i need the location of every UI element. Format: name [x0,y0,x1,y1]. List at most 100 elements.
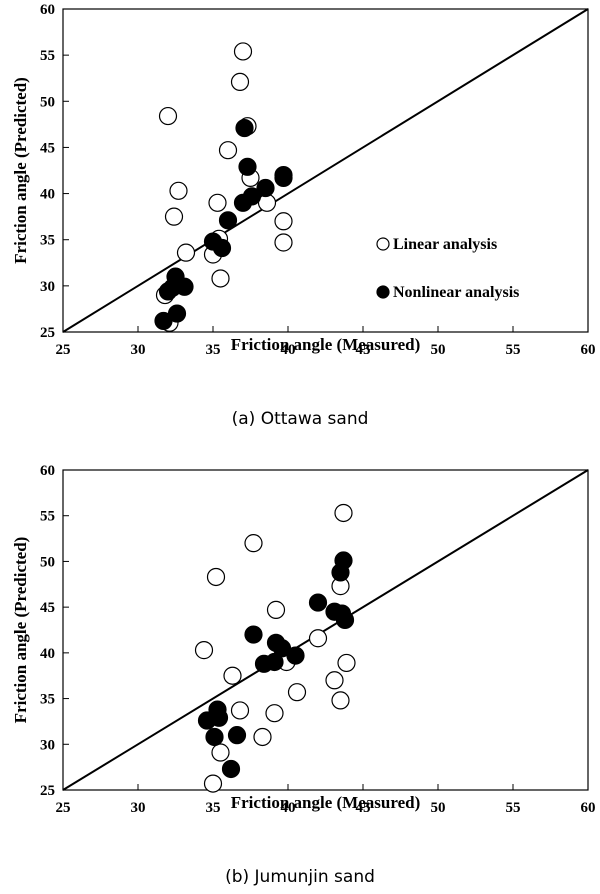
linear-point [206,567,226,587]
linear-point [194,641,214,660]
y-tick-label: 45 [40,600,55,616]
x-tick-label: 55 [506,800,521,816]
y-tick-label: 55 [40,48,55,64]
linear-point [218,141,238,160]
y-tick-label: 55 [40,509,55,525]
y-tick-label: 60 [40,463,55,479]
linear-point [230,701,250,720]
linear-point [253,727,272,747]
y-tick-label: 50 [40,94,55,110]
nonlinear-point [286,646,305,665]
y-tick-label: 40 [40,646,55,662]
y-ticks-ottawa: 25 30 35 40 45 50 55 60 [40,2,69,341]
nonlinear-point [218,211,238,230]
x-tick-label: 40 [281,800,296,816]
x-axis-label-jumunjin: Friction angle (Measured) [231,793,420,812]
y-ticks-jumunjin: 25 30 35 40 45 50 55 60 [40,463,69,799]
nonlinear-point [212,238,232,258]
one-to-one-line-jumunjin [62,469,589,791]
y-axis-label-jumunjin: Friction angle (Predicted) [11,537,30,724]
nonlinear-point [256,178,275,198]
nonlinear-point [244,625,263,644]
linear-point [176,243,196,262]
linear-point [211,743,230,762]
x-axis-label-ottawa: Friction angle (Measured) [231,335,420,354]
x-tick-label: 40 [281,342,296,358]
y-tick-label: 45 [40,140,55,156]
x-tick-label: 60 [581,800,596,816]
x-tick-label: 55 [506,342,521,358]
linear-point [274,212,293,231]
linear-point [244,534,263,553]
x-ticks-ottawa: 25 30 35 40 45 50 55 60 [56,326,596,358]
x-ticks-jumunjin: 25 30 35 40 45 50 55 60 [56,784,596,816]
linear-point [233,42,253,61]
x-tick-label: 45 [356,800,371,816]
x-tick-label: 35 [206,342,221,358]
y-tick-label: 35 [40,692,55,708]
linear-point [230,72,250,92]
linear-point [337,653,356,673]
linear-point [274,233,293,252]
nonlinear-point [205,727,224,747]
nonlinear-point [158,282,178,301]
linear-point [334,503,353,523]
nonlinear-point [331,563,350,582]
y-tick-label: 40 [40,187,55,203]
legend-marker-linear [376,237,390,251]
x-tick-label: 45 [356,342,371,358]
legend-label-nonlinear: Nonlinear analysis [393,284,519,301]
y-tick-label: 25 [40,325,55,341]
legend-ottawa: Linear analysis Nonlinear analysis [376,236,519,301]
caption-ottawa: (a) Ottawa sand [232,409,369,429]
chart-jumunjin-sand: 25 30 35 40 45 50 55 60 25 30 35 40 45 50 55 60 Fricti… [11,463,596,887]
nonlinear-point [235,118,254,138]
x-tick-label: 35 [206,800,221,816]
linear-point [265,704,284,723]
y-tick-label: 30 [40,279,55,295]
linear-point [158,106,178,126]
linear-point [164,207,184,226]
x-tick-label: 30 [131,342,146,358]
x-tick-label: 50 [431,342,446,358]
x-tick-label: 50 [431,800,446,816]
nonlinear-point [227,726,247,745]
plot-area-jumunjin [62,469,589,791]
linear-point [331,691,350,710]
y-axis-label-ottawa: Friction angle (Predicted) [11,77,30,264]
linear-point [208,193,227,212]
linear-point [308,629,328,648]
nonlinear-point [209,708,229,727]
x-tick-label: 25 [56,342,71,358]
nonlinear-point [308,593,328,612]
plot-area-ottawa [62,8,589,333]
nonlinear-point [233,193,253,212]
linear-point [203,774,223,793]
caption-jumunjin: (b) Jumunjin sand [225,867,375,887]
linear-point [169,181,188,200]
y-tick-label: 60 [40,2,55,18]
linear-point [223,666,242,685]
nonlinear-point [265,652,284,672]
nonlinear-point [335,610,355,630]
one-to-one-line-ottawa [62,8,589,333]
nonlinear-point [154,311,173,331]
linear-point [325,671,344,690]
nonlinear-point [221,759,241,779]
linear-point [211,269,230,288]
data-points-ottawa [154,42,293,332]
nonlinear-point [175,277,194,296]
linear-point [287,683,307,702]
linear-point [266,600,286,619]
y-tick-label: 50 [40,554,55,570]
legend-label-linear: Linear analysis [393,236,497,253]
nonlinear-point [274,166,293,185]
data-points-jumunjin [194,503,356,793]
x-tick-label: 30 [131,800,146,816]
y-tick-label: 35 [40,233,55,249]
legend-marker-nonlinear [376,285,390,299]
x-tick-label: 25 [56,800,71,816]
chart-ottawa-sand: 25 30 35 40 45 50 55 60 25 30 35 40 45 50 55 60 Fricti… [11,2,596,429]
y-tick-label: 25 [40,783,55,799]
